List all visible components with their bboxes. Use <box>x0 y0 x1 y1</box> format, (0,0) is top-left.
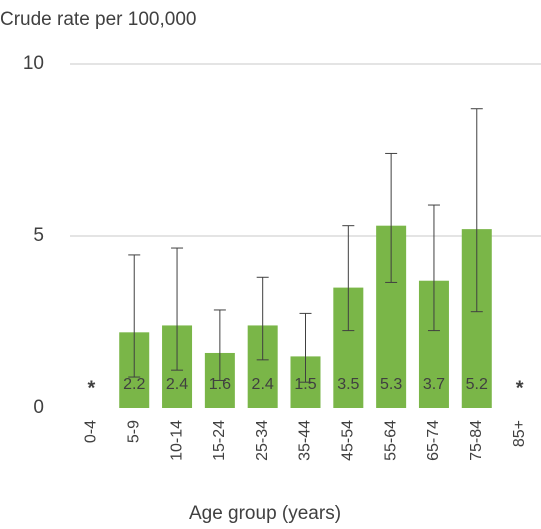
x-tick-label: 75-84 <box>468 420 485 461</box>
x-tick-label: 65-74 <box>425 420 442 461</box>
value-label: 5.3 <box>380 376 402 393</box>
x-tick-label: 5-9 <box>125 420 142 443</box>
y-tick-label: 10 <box>23 53 44 74</box>
value-label: 2.2 <box>123 376 145 393</box>
x-tick-label: 85+ <box>511 420 528 447</box>
value-label: 1.5 <box>294 376 316 393</box>
value-label: 2.4 <box>252 376 274 393</box>
value-label: * <box>88 377 96 399</box>
y-tick-label: 0 <box>33 397 44 418</box>
x-axis-title: Age group (years) <box>189 503 341 524</box>
x-tick-label: 55-64 <box>382 420 399 461</box>
value-label: 3.7 <box>423 376 445 393</box>
y-tick-label: 5 <box>33 225 44 246</box>
x-tick-label: 25-34 <box>254 420 271 461</box>
value-label: 3.5 <box>337 376 359 393</box>
value-label: * <box>516 377 524 399</box>
value-label: 5.2 <box>466 376 488 393</box>
x-tick-label: 35-44 <box>297 420 314 461</box>
value-label: 1.6 <box>209 376 231 393</box>
x-tick-label: 15-24 <box>211 420 228 461</box>
value-label: 2.4 <box>166 376 188 393</box>
x-tick-label: 45-54 <box>340 420 357 461</box>
chart-title: Crude rate per 100,000 <box>0 9 196 30</box>
x-tick-label: 10-14 <box>168 420 185 461</box>
x-tick-label: 0-4 <box>83 420 100 443</box>
